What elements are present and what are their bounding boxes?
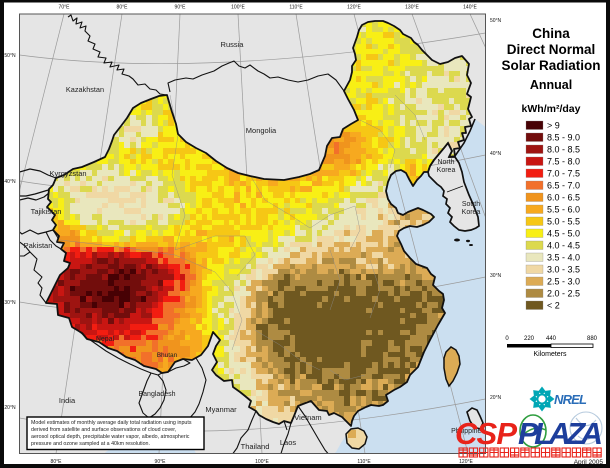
svg-text:110°E: 110°E — [289, 5, 303, 11]
svg-text:Thailand: Thailand — [241, 442, 270, 451]
svg-text:5.0 - 5.5: 5.0 - 5.5 — [547, 217, 580, 227]
svg-text:70°E: 70°E — [59, 5, 71, 11]
svg-text:40°N: 40°N — [4, 179, 16, 185]
svg-text:8.0 - 8.5: 8.0 - 8.5 — [547, 145, 580, 155]
svg-text:Kilometers: Kilometers — [533, 351, 567, 358]
svg-text:20°N: 20°N — [4, 405, 16, 411]
svg-text:90°E: 90°E — [175, 5, 187, 11]
svg-text:Kazakhstan: Kazakhstan — [66, 85, 104, 94]
svg-text:120°E: 120°E — [347, 5, 361, 11]
svg-text:> 9: > 9 — [547, 121, 560, 131]
svg-text:Philippines: Philippines — [451, 428, 485, 435]
svg-text:4.0 - 4.5: 4.0 - 4.5 — [547, 241, 580, 251]
svg-text:8.5 - 9.0: 8.5 - 9.0 — [547, 133, 580, 143]
svg-text:Solar Radiation: Solar Radiation — [501, 58, 600, 73]
svg-text:Laos: Laos — [280, 438, 297, 447]
svg-text:3.0 - 3.5: 3.0 - 3.5 — [547, 265, 580, 275]
svg-text:30°N: 30°N — [4, 300, 16, 306]
svg-text:3.5 - 4.0: 3.5 - 4.0 — [547, 253, 580, 263]
svg-text:40°N: 40°N — [490, 151, 502, 157]
svg-text:Model estimates of monthly ave: Model estimates of monthly average daily… — [31, 420, 192, 426]
svg-text:7.0 - 7.5: 7.0 - 7.5 — [547, 169, 580, 179]
svg-text:Russia: Russia — [221, 40, 245, 49]
svg-text:Pakistan: Pakistan — [24, 241, 53, 250]
svg-text:100°E: 100°E — [255, 459, 269, 465]
svg-text:50°N: 50°N — [4, 53, 16, 59]
svg-text:Mongolia: Mongolia — [246, 126, 277, 135]
svg-text:Kyrgyzstan: Kyrgyzstan — [49, 169, 86, 178]
svg-text:Vietnam: Vietnam — [294, 413, 321, 422]
svg-text:120°E: 120°E — [459, 459, 473, 465]
svg-text:CSP: CSP — [455, 416, 517, 451]
svg-text:PLAZA: PLAZA — [518, 416, 603, 451]
svg-text:Annual: Annual — [530, 78, 572, 92]
svg-text:30°N: 30°N — [490, 273, 502, 279]
svg-text:440: 440 — [546, 336, 557, 342]
svg-text:0: 0 — [505, 336, 509, 342]
svg-text:5.5 - 6.0: 5.5 - 6.0 — [547, 205, 580, 215]
svg-text:100°E: 100°E — [231, 5, 245, 11]
svg-text:880: 880 — [587, 336, 598, 342]
svg-text:Direct Normal: Direct Normal — [507, 42, 596, 57]
svg-text:2.5 - 3.0: 2.5 - 3.0 — [547, 277, 580, 287]
svg-text:20°N: 20°N — [490, 395, 502, 401]
svg-text:4.5 - 5.0: 4.5 - 5.0 — [547, 229, 580, 239]
svg-text:130°E: 130°E — [405, 5, 419, 11]
svg-text:Myanmar: Myanmar — [205, 405, 237, 414]
svg-text:Nepal: Nepal — [96, 336, 115, 343]
svg-text:220: 220 — [524, 336, 535, 342]
svg-text:Korea: Korea — [462, 209, 481, 216]
svg-text:2.0 - 2.5: 2.0 - 2.5 — [547, 289, 580, 299]
svg-text:Bhutan: Bhutan — [157, 352, 178, 359]
svg-text:aerosol optical depth, precipi: aerosol optical depth, precipitable wate… — [31, 434, 190, 440]
svg-text:NREL: NREL — [554, 392, 587, 407]
svg-text:110°E: 110°E — [357, 459, 371, 465]
svg-text:50°N: 50°N — [490, 18, 502, 24]
svg-text:80°E: 80°E — [117, 5, 129, 11]
svg-text:China: China — [532, 26, 570, 41]
svg-text:Tajikistan: Tajikistan — [31, 207, 62, 216]
svg-text:Korea: Korea — [437, 167, 456, 174]
svg-text:80°E: 80°E — [51, 459, 63, 465]
svg-text:South: South — [462, 201, 480, 208]
svg-text:6.5 - 7.0: 6.5 - 7.0 — [547, 181, 580, 191]
svg-text:7.5 - 8.0: 7.5 - 8.0 — [547, 157, 580, 167]
svg-text:pressure and ozone sampled at: pressure and ozone sampled at a 40km res… — [31, 441, 150, 447]
svg-text:kWh/m²/day: kWh/m²/day — [522, 103, 581, 115]
svg-text:India: India — [59, 396, 76, 405]
svg-text:< 2: < 2 — [547, 301, 560, 311]
svg-text:April 2005: April 2005 — [574, 459, 604, 466]
svg-text:90°E: 90°E — [155, 459, 167, 465]
svg-text:140°E: 140°E — [463, 5, 477, 11]
svg-text:6.0 - 6.5: 6.0 - 6.5 — [547, 193, 580, 203]
svg-text:derived from satellite and sur: derived from satellite and surface obser… — [31, 427, 176, 433]
svg-text:Bangladesh: Bangladesh — [139, 391, 176, 398]
svg-text:North: North — [437, 159, 454, 166]
